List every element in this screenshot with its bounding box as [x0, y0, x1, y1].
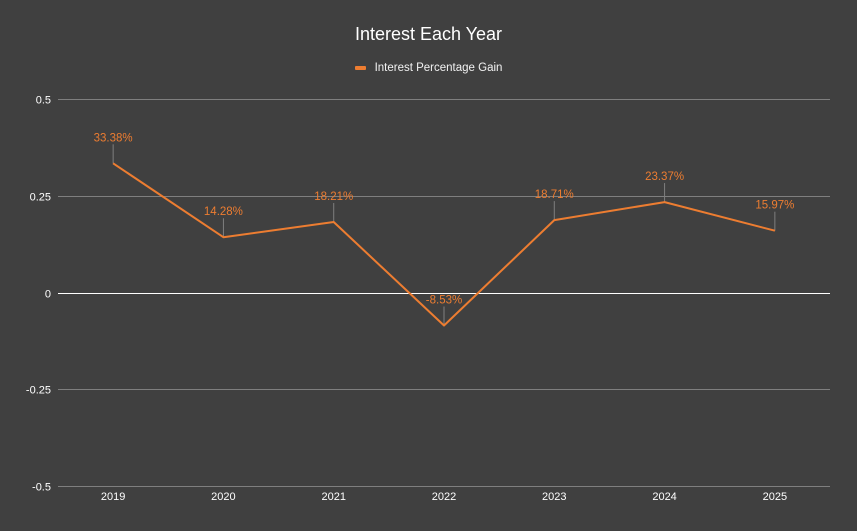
- legend: Interest Percentage Gain: [0, 62, 857, 74]
- data-label: 18.21%: [314, 191, 353, 203]
- gridlines: [58, 99, 830, 487]
- data-label-leader-lines: [112, 144, 776, 326]
- x-axis-ticks: 2019 2020 2021 2022 2023 2024 2025: [101, 491, 787, 503]
- x-tick-label: 2024: [652, 491, 676, 503]
- y-tick-label: 0.25: [30, 192, 51, 204]
- x-tick-label: 2022: [432, 491, 456, 503]
- y-axis-ticks: 0.5 0.25 0 -0.25 -0.5: [26, 95, 51, 494]
- data-label: 18.71%: [535, 189, 574, 201]
- data-labels: 33.38% 14.28% 18.21% -8.53% 18.71% 23.37% 15.9…: [94, 132, 795, 306]
- chart-title: Interest Each Year: [354, 24, 503, 44]
- data-label: 33.38%: [94, 132, 133, 144]
- y-tick-label: 0.5: [36, 95, 51, 107]
- y-tick-label: -0.25: [26, 385, 51, 397]
- series-line: [112, 162, 776, 327]
- legend-line-icon: [354, 66, 366, 70]
- y-tick-label: 0: [45, 289, 51, 301]
- x-tick-label: 2020: [211, 491, 235, 503]
- data-label: 23.37%: [645, 171, 684, 183]
- x-tick-label: 2021: [321, 491, 345, 503]
- x-tick-label: 2025: [763, 491, 787, 503]
- data-label: -8.53%: [426, 295, 462, 307]
- x-tick-label: 2023: [542, 491, 566, 503]
- data-label: 15.97%: [755, 200, 794, 212]
- y-tick-label: -0.5: [32, 482, 51, 494]
- legend-label: Interest Percentage Gain: [374, 62, 503, 74]
- x-tick-label: 2019: [101, 491, 125, 503]
- data-label: 14.28%: [204, 206, 243, 218]
